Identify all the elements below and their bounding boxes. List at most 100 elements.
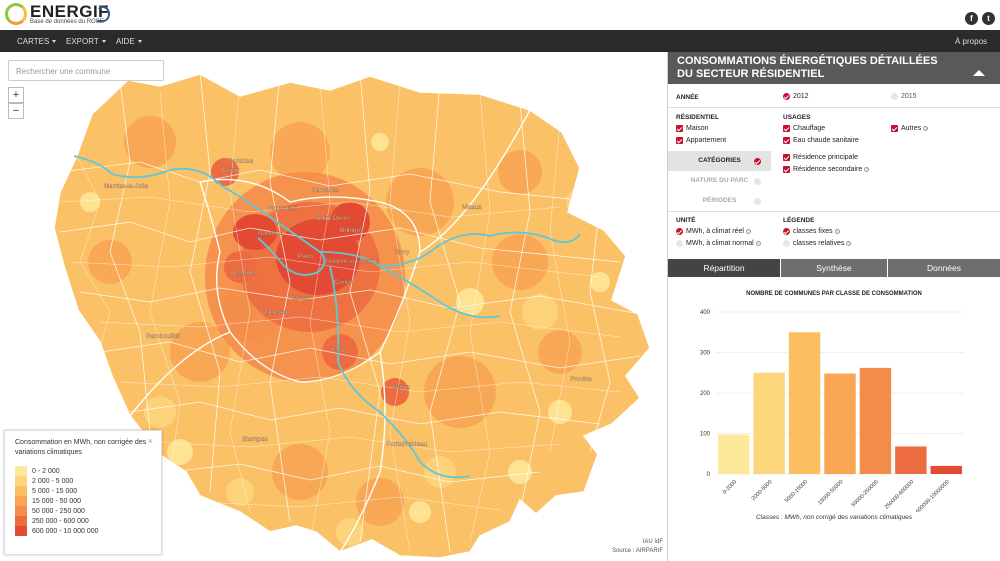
legend-label: 5 000 - 15 000 [32, 487, 78, 495]
bar [859, 367, 892, 474]
place-label: Créteil [334, 279, 353, 286]
place-label: Paris [298, 253, 314, 260]
annee-2012-label: 2012 [793, 93, 809, 100]
energif-logo-icon[interactable] [5, 3, 27, 25]
annee-label: ANNÉE [676, 94, 699, 101]
tab-categories[interactable]: CATÉGORIES [668, 151, 771, 171]
legend-row: 50 000 - 250 000 [15, 506, 151, 516]
info-icon[interactable]: ? [745, 229, 751, 234]
info-icon[interactable]: ? [834, 229, 840, 234]
chevron-down-icon [52, 40, 57, 44]
chevron-down-icon [101, 40, 106, 44]
unite-label: UNITÉ [676, 217, 696, 224]
legend-swatch [15, 516, 27, 526]
legend-close-icon[interactable]: × [147, 436, 153, 446]
annee-option-2012[interactable]: 2012 [783, 93, 809, 100]
panel-title[interactable]: CONSOMMATIONS ÉNERGÉTIQUES DÉTAILLÉES DU… [668, 52, 1000, 84]
legend-label: 600 000 - 10 000 000 [32, 527, 99, 535]
chart-caption: Classes : MWh, non corrigé des variation… [755, 514, 913, 521]
legend-swatch [15, 496, 27, 506]
legend-row: 5 000 - 15 000 [15, 486, 151, 496]
checkbox-residence-principale[interactable]: Résidence principale [783, 154, 858, 161]
rivers [73, 155, 581, 479]
chevron-down-icon [137, 40, 142, 44]
radio-classes-relatives[interactable]: classes relatives? [783, 240, 852, 247]
checkbox-chauffage[interactable]: Chauffage [783, 125, 825, 132]
bar-chart: 0 100 200 300 400 0-2000 2000-5000 5000-15000 15… [700, 310, 964, 512]
bar [824, 373, 856, 474]
classes-relatives-label: classes relatives [793, 240, 845, 247]
checkbox-checked-icon [676, 137, 683, 144]
residence-principale-label: Résidence principale [793, 154, 858, 161]
info-icon[interactable]: ? [923, 126, 929, 131]
x-tick-label: 250000-600000 [884, 479, 915, 510]
legend-row: 250 000 - 600 000 [15, 516, 151, 526]
radio-unchecked-icon [891, 93, 898, 100]
info-icon[interactable]: ? [846, 241, 852, 246]
top-navbar: CARTES EXPORT AIDE À propos [0, 30, 1000, 52]
tab-donnees[interactable]: Données [888, 259, 1000, 277]
logo-title[interactable]: ENERGIF [30, 2, 110, 21]
menu-aide[interactable]: AIDE [116, 37, 142, 46]
info-icon[interactable]: ? [755, 241, 761, 246]
place-label: Versailles [230, 270, 259, 277]
place-label: Saint-Denis [316, 215, 350, 222]
radio-climat-reel[interactable]: MWh, à climat réel? [676, 228, 751, 235]
x-tick-label: 15000-50000 [817, 479, 844, 506]
place-label: Evry [332, 347, 346, 354]
checkbox-checked-icon [783, 154, 790, 161]
side-panel: CONSOMMATIONS ÉNERGÉTIQUES DÉTAILLÉES DU… [667, 52, 1000, 561]
checkbox-checked-icon [783, 166, 790, 173]
legend-label: 15 000 - 50 000 [32, 497, 82, 505]
radio-unchecked-icon [754, 177, 761, 185]
region-border [53, 73, 651, 559]
bar [718, 434, 750, 474]
checkbox-autres[interactable]: Autres? [891, 125, 929, 132]
radio-checked-icon [676, 228, 683, 235]
legend-label: 250 000 - 600 000 [32, 517, 89, 525]
twitter-icon[interactable]: t [982, 12, 995, 25]
app-header: ENERGIF Base de données du ROSE f t [0, 0, 1000, 30]
attribution-iau: IAU îdF [642, 539, 663, 545]
checkbox-residence-secondaire[interactable]: Résidence secondaire? [783, 166, 870, 173]
menu-export[interactable]: EXPORT [66, 37, 106, 46]
place-label: Mantes-la-Jolie [104, 183, 148, 190]
zoom-out-button[interactable]: − [8, 103, 24, 119]
autres-label: Autres [901, 125, 922, 132]
menu-cartes[interactable]: CARTES [17, 37, 57, 46]
y-tick-label: 100 [700, 432, 711, 438]
collapse-icon[interactable] [973, 70, 985, 76]
checkbox-appartement[interactable]: Appartement [676, 137, 726, 144]
menu-export-label: EXPORT [66, 37, 99, 46]
about-link[interactable]: À propos [955, 37, 988, 46]
facebook-icon[interactable]: f [965, 12, 978, 25]
panel-title-line1: CONSOMMATIONS ÉNERGÉTIQUES DÉTAILLÉES [677, 55, 938, 67]
checkbox-eau-chaude[interactable]: Eau chaude sanitaire [783, 137, 859, 144]
menu-aide-label: AIDE [116, 37, 135, 46]
legend-swatch [15, 506, 27, 516]
choropleth-map[interactable]: Mantes-la-Jolie Cergy Pontoise Argenteui… [0, 52, 667, 561]
legend-row: 2 000 - 5 000 [15, 476, 151, 486]
checkbox-maison[interactable]: Maison [676, 125, 709, 132]
y-tick-label: 200 [700, 391, 711, 397]
tab-categories-label: CATÉGORIES [698, 157, 741, 164]
radio-classes-fixes[interactable]: classes fixes? [783, 228, 840, 235]
tab-repartition[interactable]: Répartition [668, 259, 780, 277]
legend-label: 50 000 - 250 000 [32, 507, 85, 515]
tab-synthese[interactable]: Synthèse [781, 259, 887, 277]
checkbox-checked-icon [783, 137, 790, 144]
legend-label: 2 000 - 5 000 [32, 477, 74, 485]
legend-swatch [15, 476, 27, 486]
tab-periodes[interactable]: PÉRIODES [668, 191, 771, 211]
radio-climat-normal[interactable]: MWh, à climat normal? [676, 240, 761, 247]
legend-row: 15 000 - 50 000 [15, 496, 151, 506]
info-icon[interactable]: ? [864, 167, 870, 172]
zoom-in-button[interactable]: + [8, 87, 24, 103]
search-input[interactable]: Rechercher une commune [8, 60, 164, 81]
tab-nature-du-parc[interactable]: NATURE DU PARC [668, 171, 771, 191]
residentiel-label: RÉSIDENTIEL [676, 114, 719, 121]
tab-periodes-label: PÉRIODES [702, 197, 737, 204]
x-tick-label: 5000-15000 [784, 479, 809, 504]
place-label: Fontainebleau [386, 441, 428, 448]
annee-option-2015[interactable]: 2015 [891, 93, 917, 100]
